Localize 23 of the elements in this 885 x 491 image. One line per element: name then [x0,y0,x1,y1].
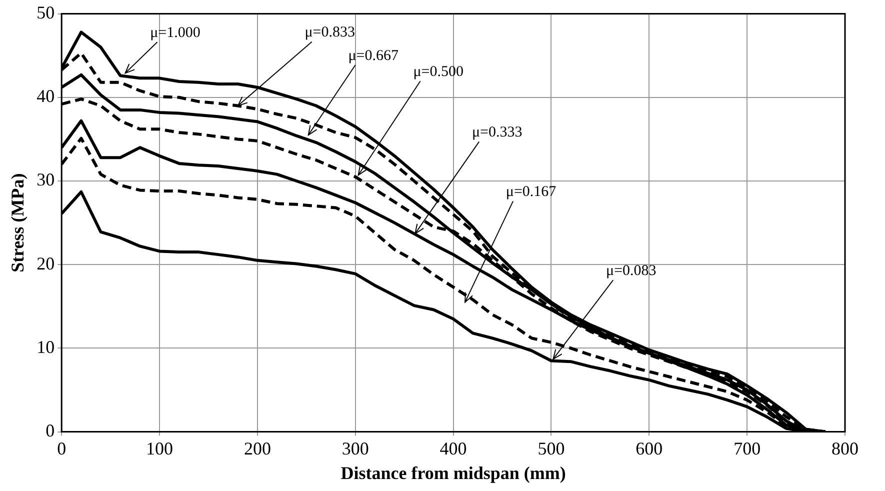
y-tick-label: 40 [36,86,55,106]
annotation: μ=0.500 [413,64,464,80]
x-tick-label: 100 [146,438,174,458]
x-tick-label: 700 [734,438,761,458]
y-tick-label: 30 [36,170,55,190]
annotation: μ=0.333 [472,124,522,141]
x-axis-title: Distance from midspan (mm) [340,462,566,483]
annotation: μ=0.167 [506,184,557,200]
x-tick-label: 600 [636,438,663,458]
annotation: μ=1.000 [150,25,200,42]
y-tick-label: 50 [36,2,55,23]
y-tick-label: 0 [46,420,55,441]
annotation: μ=0.667 [348,48,399,64]
x-tick-label: 500 [538,438,565,458]
annotation: μ=0.833 [304,24,355,41]
annotation: μ=0.083 [606,263,656,280]
x-tick-label: 200 [244,438,271,458]
y-tick-label: 20 [36,253,55,274]
x-tick-label: 300 [342,438,369,458]
x-tick-label: 400 [440,438,467,458]
x-tick-label: 800 [832,438,858,458]
y-tick-label: 10 [36,336,55,357]
y-axis-title: Stress (MPa) [7,173,28,272]
